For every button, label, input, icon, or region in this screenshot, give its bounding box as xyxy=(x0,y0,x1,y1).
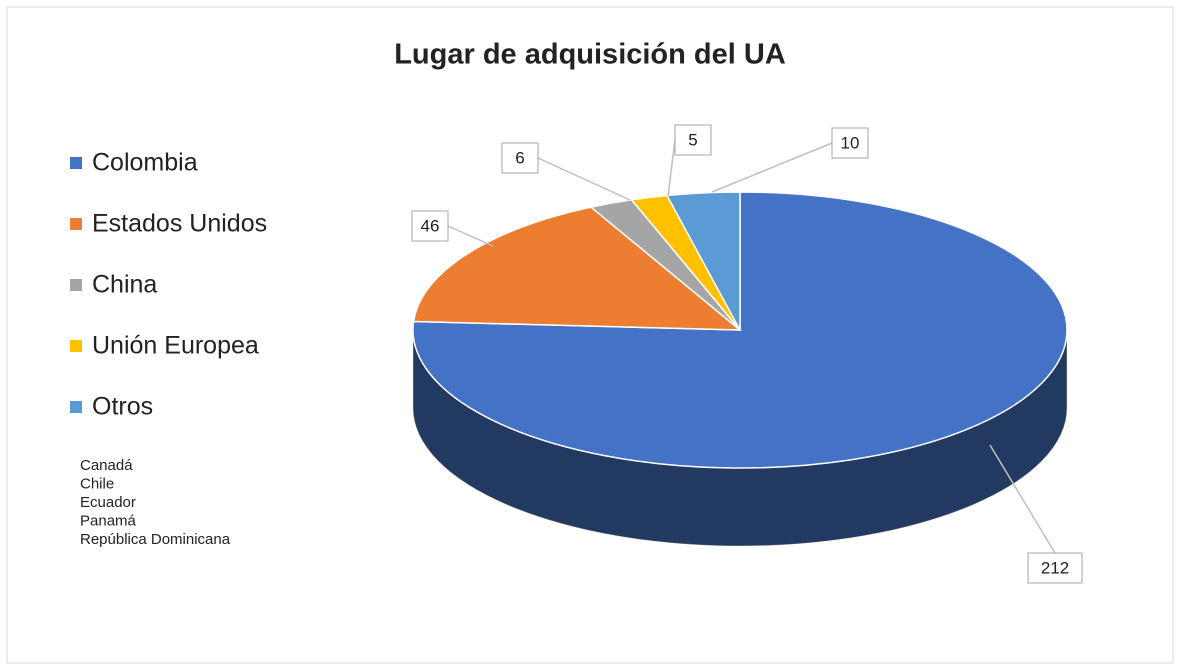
legend-swatch xyxy=(70,218,82,230)
leader-line xyxy=(447,225,494,247)
pie-slice xyxy=(665,191,741,331)
annotation: República Dominicana xyxy=(80,531,231,548)
annotation: Canadá xyxy=(80,457,133,474)
pie-slice xyxy=(412,206,743,331)
legend-swatch xyxy=(70,279,82,291)
legend-label: Colombia xyxy=(92,149,198,177)
legend-label: Estados Unidos xyxy=(92,210,267,238)
annotation: Panamá xyxy=(80,512,137,529)
data-label: 5 xyxy=(688,130,697,149)
leader-line xyxy=(667,139,676,197)
legend-swatch xyxy=(70,401,82,413)
data-label: 10 xyxy=(841,133,860,152)
side-shade xyxy=(413,330,1067,546)
legend-label: Otros xyxy=(92,393,153,421)
legend-label: China xyxy=(92,271,157,299)
annotation: Ecuador xyxy=(80,494,136,511)
data-label: 6 xyxy=(515,148,524,167)
label-box xyxy=(501,142,539,174)
data-label: 212 xyxy=(1041,558,1069,577)
label-box xyxy=(674,124,712,156)
legend-swatch xyxy=(70,157,82,169)
leader-line xyxy=(537,157,631,201)
label-box xyxy=(411,210,449,242)
leader-line xyxy=(989,444,1056,554)
data-label: 46 xyxy=(421,216,440,235)
legend-label: Unión Europea xyxy=(92,332,259,360)
label-box xyxy=(1027,552,1083,584)
leader-line xyxy=(711,142,833,193)
legend-swatch xyxy=(70,340,82,352)
annotation: Chile xyxy=(80,475,114,492)
label-box xyxy=(831,127,869,159)
chart-title: Lugar de adquisición del UA xyxy=(394,39,786,71)
